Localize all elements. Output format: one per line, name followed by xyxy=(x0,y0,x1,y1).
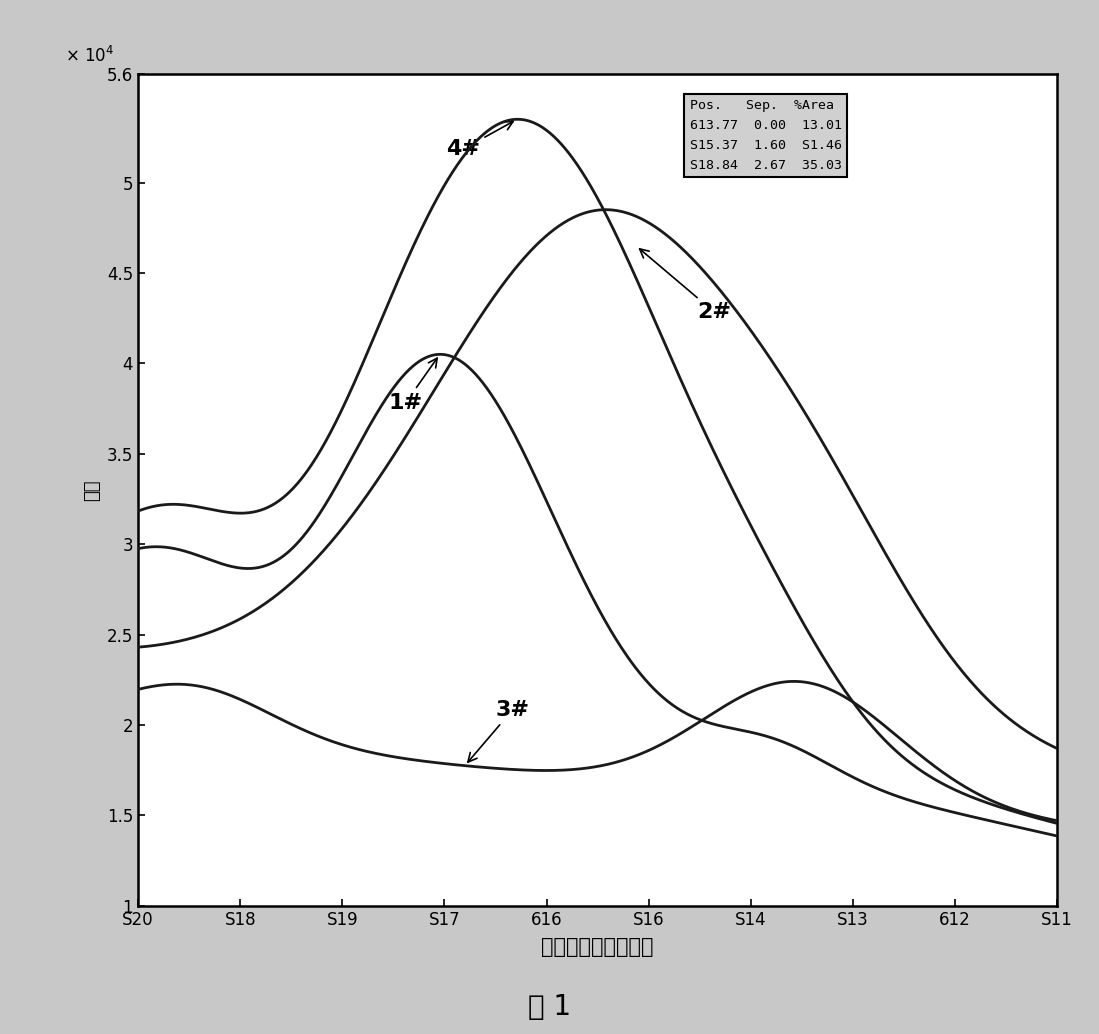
Text: 2#: 2# xyxy=(640,249,731,323)
Y-axis label: 强度: 强度 xyxy=(84,479,101,500)
Text: 3#: 3# xyxy=(468,700,530,762)
X-axis label: 结合能（电子伏特）: 结合能（电子伏特） xyxy=(542,937,654,956)
Text: 图 1: 图 1 xyxy=(528,994,571,1022)
Text: 4#: 4# xyxy=(445,122,513,159)
Text: 1#: 1# xyxy=(389,358,437,413)
Text: $\times\ 10^4$: $\times\ 10^4$ xyxy=(65,45,114,66)
Text: Pos.   Sep.  %Area
613.77  0.00  13.01
S15.37  1.60  S1.46
S18.84  2.67  35.03: Pos. Sep. %Area 613.77 0.00 13.01 S15.37… xyxy=(689,99,842,172)
